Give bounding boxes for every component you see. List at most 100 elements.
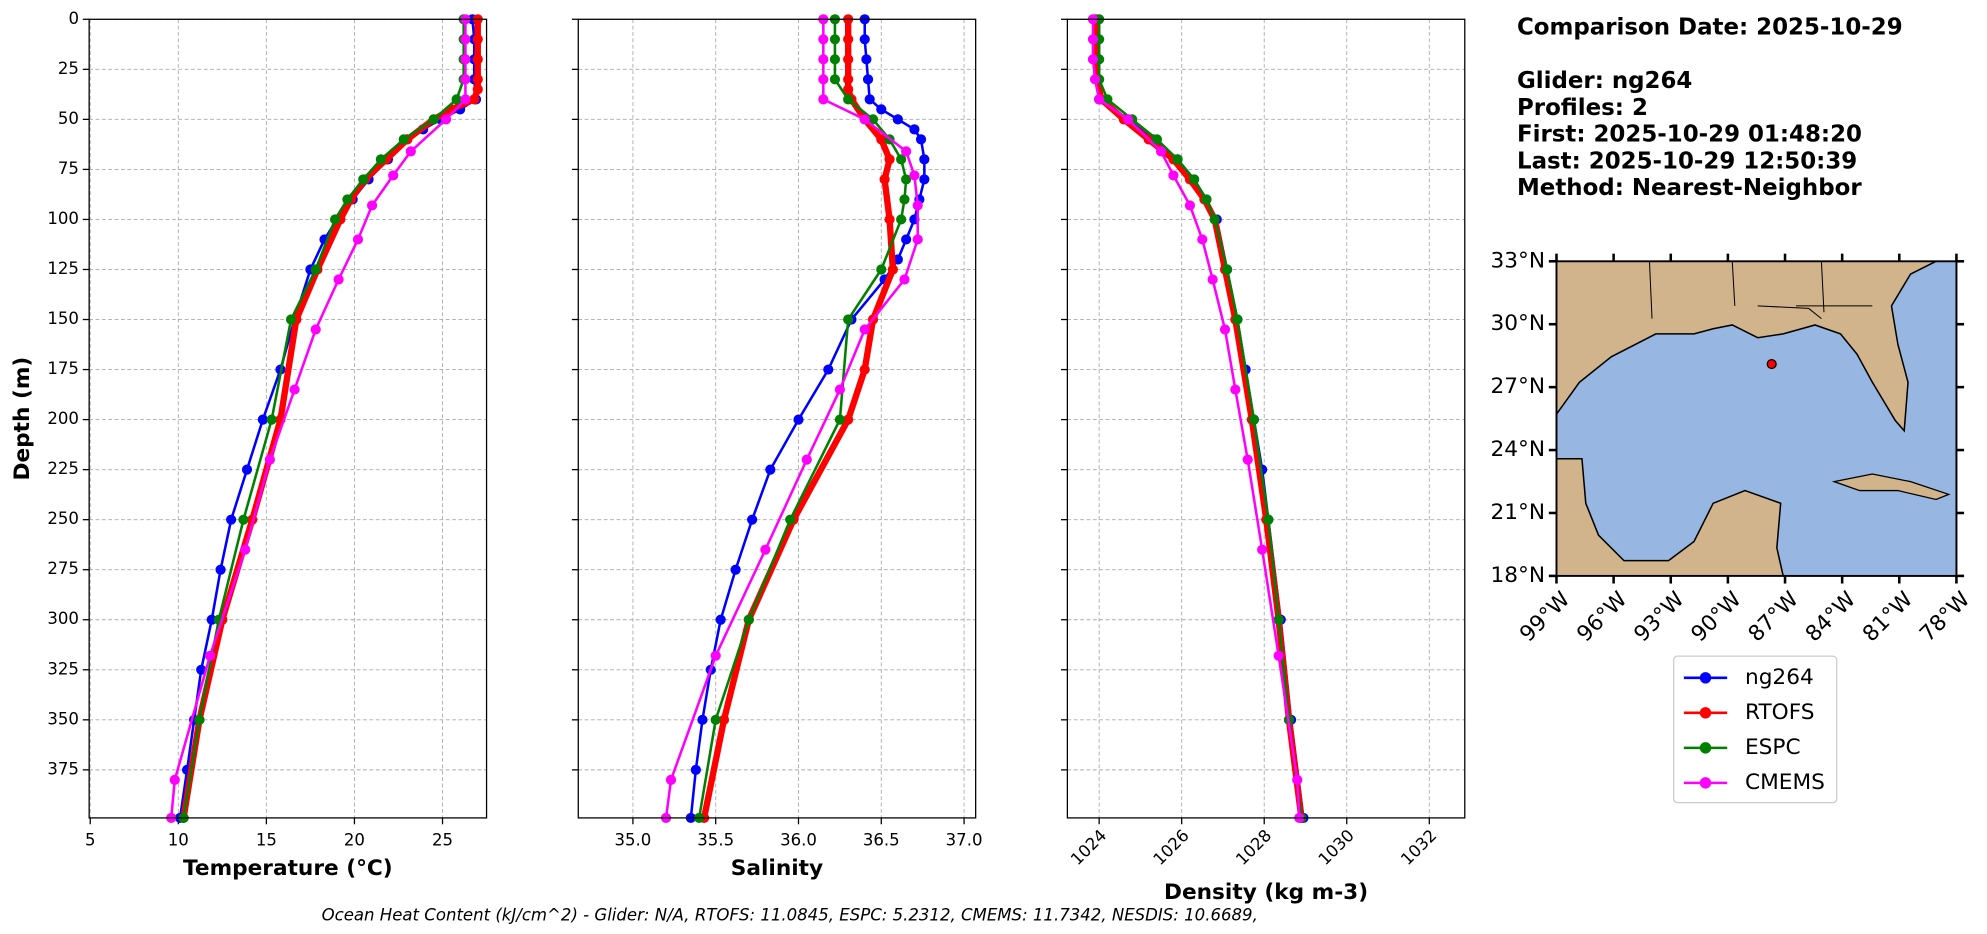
point [1122,114,1134,125]
point [1201,194,1212,205]
point [472,34,483,45]
legend-label: RTOFS [1745,700,1815,725]
axes-frame [1066,18,1466,819]
point [405,146,416,157]
point [1184,200,1196,211]
map-x-label: 87°W [1744,587,1804,647]
point [366,200,378,211]
point [801,454,812,465]
point [909,170,920,181]
point [665,774,677,785]
y-tick-label: 175 [47,359,79,378]
y-tick-label: 250 [47,509,79,528]
legend-marker [1699,672,1712,684]
glider-location [1766,358,1777,370]
point [266,414,277,425]
map-y-label: 21°N [1490,500,1545,525]
point [472,54,483,65]
x-tick-label: 1026 [1150,826,1193,869]
point [1273,650,1284,661]
point [901,234,912,245]
point [1188,174,1200,185]
point [715,614,726,625]
profile-line [1093,19,1305,819]
point [710,650,721,661]
point [843,74,854,85]
map-y-label: 27°N [1490,374,1545,399]
point [876,264,887,275]
point [876,104,887,115]
point [829,74,841,85]
info-line: First: 2025-10-29 01:48:20 [1517,122,1862,148]
x-tick-label: 20 [344,830,365,849]
point [859,324,870,335]
point [1248,414,1259,425]
point [859,114,870,125]
point [718,714,730,725]
point [834,414,845,425]
point [859,34,870,45]
cuba [1831,473,1951,501]
point [1168,170,1179,181]
info-line: Glider: ng264 [1517,68,1692,94]
map-x-label: 84°W [1801,587,1861,647]
point [310,324,321,335]
y-tick-label: 375 [47,759,79,778]
point [204,650,216,661]
point [238,514,249,525]
x-tick-label: 15 [256,830,277,849]
point [829,34,841,45]
point [912,200,923,211]
point [747,514,758,525]
point [460,34,471,45]
point [194,714,205,725]
point [884,214,895,225]
point [257,414,268,425]
point [829,54,841,65]
point [919,154,930,165]
point [834,384,845,395]
point [743,614,754,625]
axes-frame [88,18,488,819]
x-tick-label: 1024 [1067,826,1110,869]
point [388,170,399,181]
y-tick-label: 225 [47,459,79,478]
x-tick-label: 37.0 [946,830,983,849]
point [864,94,875,105]
point [264,454,275,465]
point [472,74,483,85]
point [879,174,890,185]
point [785,514,796,525]
legend-marker [1699,777,1712,789]
point [226,514,237,525]
profile-line [178,19,478,819]
point [1257,544,1268,555]
y-tick-label: 275 [47,559,79,578]
point [1292,774,1303,785]
y-tick-label: 150 [47,309,79,328]
x-tick-label: 35.5 [697,830,734,849]
x-tick-label: 35.0 [614,830,651,849]
legend-label: ng264 [1745,665,1814,690]
y-tick-label: 50 [58,109,79,128]
map-y-label: 33°N [1490,248,1545,273]
x-tick-label: 1028 [1232,826,1275,869]
profile-line [1093,19,1305,819]
map-x-label: 81°W [1858,587,1918,647]
point [912,234,923,245]
point [1207,274,1218,285]
point [896,154,907,165]
info-line: Comparison Date: 2025-10-29 [1517,15,1903,41]
x-tick-label: 25 [432,830,453,849]
point [843,414,854,425]
map-x-label: 90°W [1687,587,1747,647]
point [472,84,483,95]
profile-line [180,19,481,819]
x-tick-label: 10 [168,830,189,849]
profile-line [182,19,465,819]
point [843,314,854,325]
point [375,154,386,165]
point [919,174,930,185]
point [1242,454,1253,465]
